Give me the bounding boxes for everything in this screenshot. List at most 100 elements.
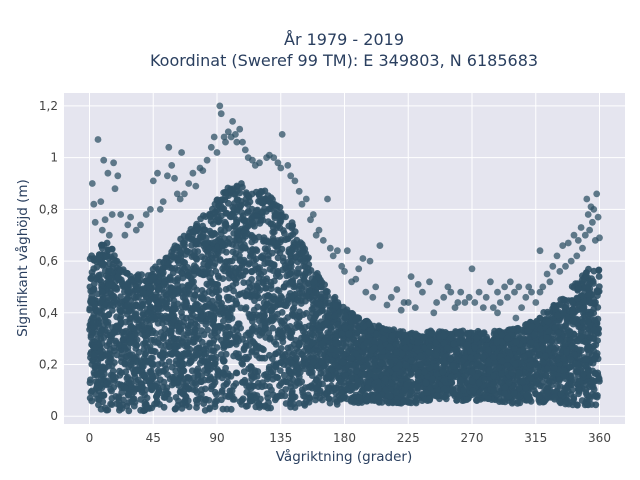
data-point	[463, 396, 470, 404]
data-point	[151, 400, 158, 408]
data-point	[233, 236, 241, 244]
data-point	[574, 295, 581, 302]
data-point	[338, 330, 346, 337]
data-point	[134, 376, 142, 384]
data-point	[254, 217, 262, 225]
data-point	[247, 311, 254, 319]
data-point	[282, 264, 289, 272]
data-point	[125, 407, 133, 415]
data-point	[138, 389, 146, 396]
data-point	[87, 275, 95, 282]
data-point	[276, 326, 284, 334]
data-point	[263, 390, 271, 397]
data-point	[563, 348, 570, 356]
data-point	[306, 394, 313, 402]
data-point	[221, 189, 229, 196]
data-point	[303, 292, 310, 300]
chart-title-line-1: År 1979 - 2019	[284, 30, 404, 49]
data-point	[124, 348, 132, 356]
data-point	[298, 386, 306, 394]
data-point	[242, 267, 249, 275]
data-point	[279, 338, 287, 346]
data-point	[220, 357, 228, 365]
data-point	[215, 294, 223, 301]
data-point	[184, 281, 192, 289]
data-point	[198, 253, 206, 261]
data-point	[255, 274, 263, 282]
data-point	[98, 354, 106, 362]
data-point	[154, 361, 162, 368]
data-point	[146, 322, 153, 329]
data-point	[490, 330, 498, 338]
data-point	[439, 368, 447, 376]
data-point	[193, 220, 201, 228]
data-point	[239, 212, 247, 220]
data-point	[515, 369, 523, 377]
data-point	[213, 281, 221, 288]
data-point	[305, 383, 313, 391]
data-point	[479, 335, 487, 343]
data-point	[188, 367, 196, 375]
data-point	[94, 359, 102, 366]
data-point	[152, 263, 159, 271]
data-point	[180, 318, 188, 326]
data-point	[189, 265, 197, 273]
data-point	[586, 383, 593, 391]
data-point	[252, 262, 259, 269]
data-point	[471, 344, 479, 352]
data-point	[190, 228, 198, 236]
data-point	[474, 353, 481, 360]
data-point	[175, 328, 183, 335]
data-point	[449, 362, 457, 370]
data-point	[222, 286, 230, 293]
data-point	[551, 349, 559, 356]
data-point	[230, 274, 237, 282]
data-point	[156, 376, 164, 383]
data-point	[192, 381, 200, 388]
data-point	[117, 293, 124, 301]
data-point	[230, 230, 238, 237]
data-point	[223, 380, 230, 388]
data-point	[145, 297, 153, 305]
data-point	[204, 257, 212, 264]
data-point	[283, 358, 291, 366]
data-point	[249, 218, 256, 226]
data-point	[393, 388, 400, 396]
data-point	[331, 386, 339, 394]
data-point	[198, 292, 205, 300]
data-point	[107, 301, 114, 309]
data-point	[264, 319, 272, 326]
data-point	[347, 343, 355, 351]
data-point	[201, 240, 209, 248]
data-point	[266, 265, 274, 273]
data-point	[212, 288, 220, 296]
data-point	[148, 370, 155, 377]
data-point	[264, 238, 272, 246]
data-point	[242, 340, 250, 347]
data-point	[115, 260, 123, 268]
data-point	[119, 280, 126, 288]
data-point	[560, 308, 568, 316]
data-point	[109, 307, 116, 314]
data-point	[590, 280, 597, 287]
data-point	[123, 374, 131, 382]
data-point	[277, 380, 285, 387]
data-point	[315, 273, 322, 281]
data-point	[262, 285, 269, 292]
data-point	[440, 360, 448, 368]
data-point	[266, 383, 273, 390]
data-point	[399, 398, 407, 406]
data-point	[585, 265, 592, 273]
data-point	[595, 283, 603, 290]
data-point	[310, 278, 318, 286]
data-point	[284, 344, 292, 352]
data-point	[426, 395, 434, 403]
data-point	[314, 321, 322, 329]
data-point	[281, 301, 288, 309]
data-point	[98, 327, 105, 335]
data-point	[218, 389, 226, 396]
data-point	[179, 283, 186, 290]
data-point	[223, 323, 231, 331]
data-point	[573, 368, 581, 376]
data-point	[213, 333, 221, 341]
